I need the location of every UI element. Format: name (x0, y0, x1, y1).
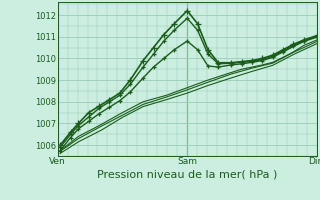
X-axis label: Pression niveau de la mer( hPa ): Pression niveau de la mer( hPa ) (97, 169, 277, 179)
